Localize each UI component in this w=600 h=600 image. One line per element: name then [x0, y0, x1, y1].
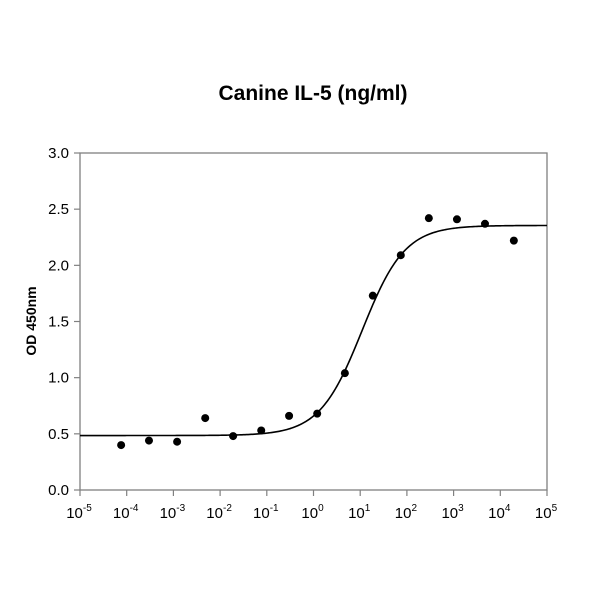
data-points	[117, 214, 518, 450]
fit-curve	[80, 224, 547, 437]
x-tick-label: 101	[348, 503, 371, 522]
y-tick-label: 2.5	[48, 201, 69, 218]
data-point	[368, 291, 377, 300]
x-tick-label: 10-3	[160, 503, 186, 522]
chart-title: Canine IL-5 (ng/ml)	[219, 82, 408, 105]
y-axis-ticks: 0.0 0.5 1.0 1.5 2.0 2.5 3.0	[48, 145, 80, 499]
y-axis-label: OD 450nm	[23, 286, 39, 355]
data-point	[452, 215, 461, 224]
x-tick-label: 10-5	[66, 503, 92, 522]
x-tick-label: 102	[395, 503, 418, 522]
y-tick-label: 0.0	[48, 482, 69, 499]
data-point	[201, 414, 210, 423]
data-point	[396, 251, 405, 260]
x-tick-label: 103	[441, 503, 464, 522]
y-tick-label: 1.5	[48, 314, 69, 331]
x-tick-label: 10-1	[253, 503, 279, 522]
y-tick-label: 2.0	[48, 257, 69, 274]
data-point	[144, 436, 153, 445]
data-point	[285, 411, 294, 420]
data-point	[509, 236, 518, 245]
x-axis-ticks: 10-5 10-4 10-3 10-2 10-1 100 101 102 103 104 105	[66, 490, 558, 522]
x-tick-label: 104	[488, 503, 511, 522]
x-tick-label: 100	[301, 503, 324, 522]
x-tick-label: 10-4	[113, 503, 139, 522]
y-tick-label: 0.5	[48, 426, 69, 443]
data-point	[480, 219, 489, 228]
data-point	[257, 426, 266, 435]
data-point	[424, 214, 433, 223]
data-point	[340, 369, 349, 378]
data-point	[229, 432, 238, 441]
data-point	[117, 441, 126, 450]
y-tick-label: 3.0	[48, 145, 69, 162]
x-tick-label: 10-2	[206, 503, 232, 522]
y-tick-label: 1.0	[48, 370, 69, 387]
data-point	[313, 409, 322, 418]
data-point	[173, 437, 182, 446]
x-tick-label: 105	[535, 503, 558, 522]
